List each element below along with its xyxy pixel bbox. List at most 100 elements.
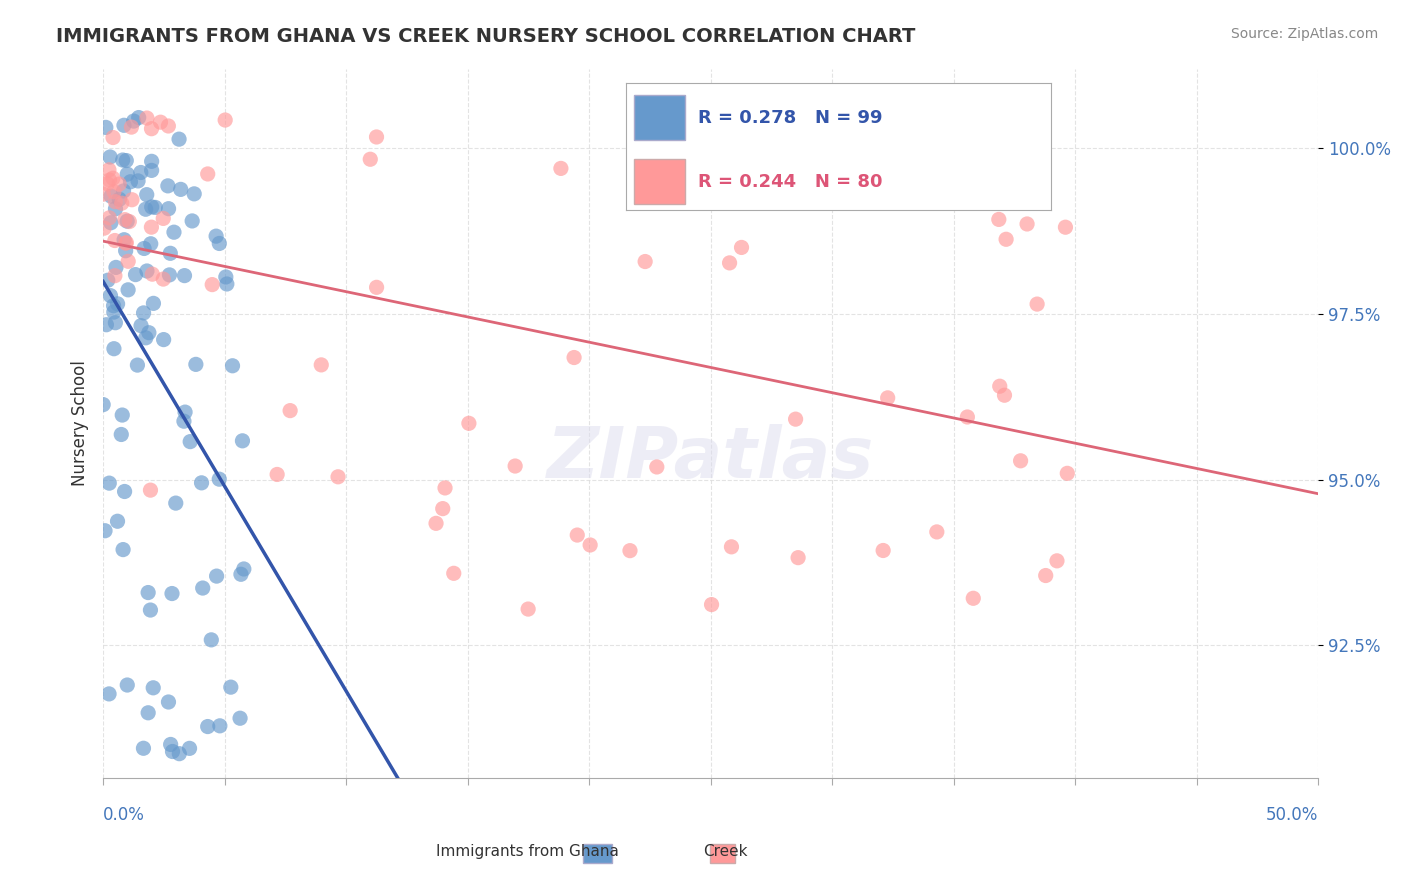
Immigrants from Ghana: [135, 202, 157, 217]
Immigrants from Ghana: [139, 603, 162, 617]
Immigrants from Ghana: [103, 342, 125, 356]
Creek: [987, 212, 1010, 227]
Immigrants from Ghana: [107, 514, 129, 528]
Immigrants from Ghana: [104, 202, 127, 216]
Immigrants from Ghana: [112, 542, 135, 557]
Immigrants from Ghana: [91, 398, 114, 412]
Immigrants from Ghana: [141, 200, 163, 214]
Immigrants from Ghana: [173, 414, 195, 428]
Immigrants from Ghana: [129, 165, 152, 179]
Immigrants from Ghana: [132, 306, 155, 320]
Immigrants from Ghana: [112, 184, 135, 198]
Immigrants from Ghana: [98, 150, 121, 164]
Creek: [108, 177, 131, 191]
Creek: [309, 358, 332, 372]
Immigrants from Ghana: [200, 632, 222, 647]
Creek: [214, 113, 236, 128]
Immigrants from Ghana: [208, 719, 231, 733]
Immigrants from Ghana: [162, 744, 184, 758]
Creek: [152, 272, 174, 286]
Creek: [1015, 217, 1038, 231]
Text: 50.0%: 50.0%: [1265, 806, 1319, 824]
Immigrants from Ghana: [114, 484, 136, 499]
Immigrants from Ghana: [157, 695, 180, 709]
Creek: [139, 483, 162, 497]
Creek: [432, 501, 454, 516]
Immigrants from Ghana: [229, 711, 252, 725]
Immigrants from Ghana: [97, 273, 120, 287]
Creek: [711, 176, 734, 190]
Immigrants from Ghana: [181, 214, 204, 228]
Creek: [97, 162, 120, 177]
Creek: [135, 111, 157, 125]
Immigrants from Ghana: [128, 111, 150, 125]
Immigrants from Ghana: [141, 154, 163, 169]
Immigrants from Ghana: [219, 680, 242, 694]
Immigrants from Ghana: [165, 496, 187, 510]
Creek: [197, 167, 219, 181]
Creek: [111, 196, 134, 211]
Creek: [98, 173, 121, 187]
Immigrants from Ghana: [100, 216, 122, 230]
Creek: [366, 280, 388, 294]
Immigrants from Ghana: [94, 524, 117, 538]
Creek: [366, 130, 388, 145]
Creek: [278, 403, 301, 417]
Immigrants from Ghana: [98, 476, 121, 491]
Immigrants from Ghana: [132, 741, 155, 756]
Creek: [96, 177, 118, 191]
Immigrants from Ghana: [205, 569, 228, 583]
Creek: [141, 267, 163, 281]
Immigrants from Ghana: [111, 408, 134, 422]
Creek: [1026, 297, 1049, 311]
Immigrants from Ghana: [117, 678, 139, 692]
Immigrants from Ghana: [108, 192, 131, 206]
Immigrants from Ghana: [159, 246, 181, 260]
Immigrants from Ghana: [215, 269, 238, 284]
Immigrants from Ghana: [152, 333, 174, 347]
Immigrants from Ghana: [156, 178, 179, 193]
Creek: [103, 185, 125, 199]
Immigrants from Ghana: [157, 202, 180, 216]
Creek: [981, 178, 1004, 192]
Immigrants from Ghana: [179, 741, 201, 756]
Creek: [579, 538, 602, 552]
Creek: [503, 458, 526, 473]
Creek: [91, 187, 114, 202]
Immigrants from Ghana: [136, 264, 159, 278]
Creek: [645, 459, 668, 474]
Creek: [152, 211, 174, 226]
Creek: [995, 232, 1018, 246]
Immigrants from Ghana: [183, 186, 205, 201]
Immigrants from Ghana: [184, 357, 207, 371]
Creek: [101, 171, 124, 186]
Creek: [117, 254, 139, 268]
Y-axis label: Nursery School: Nursery School: [72, 360, 89, 486]
Creek: [115, 235, 138, 250]
Creek: [425, 516, 447, 531]
Immigrants from Ghana: [173, 268, 195, 283]
Immigrants from Ghana: [124, 268, 146, 282]
Immigrants from Ghana: [103, 299, 125, 313]
Immigrants from Ghana: [142, 296, 165, 310]
Text: IMMIGRANTS FROM GHANA VS CREEK NURSERY SCHOOL CORRELATION CHART: IMMIGRANTS FROM GHANA VS CREEK NURSERY S…: [56, 27, 915, 45]
Creek: [1046, 554, 1069, 568]
Creek: [326, 470, 349, 484]
Immigrants from Ghana: [98, 687, 121, 701]
Creek: [876, 391, 898, 405]
Immigrants from Ghana: [94, 120, 117, 135]
Immigrants from Ghana: [139, 236, 162, 251]
Immigrants from Ghana: [229, 567, 252, 582]
Immigrants from Ghana: [136, 585, 159, 599]
Creek: [634, 254, 657, 268]
Creek: [619, 543, 641, 558]
Creek: [104, 194, 127, 209]
Immigrants from Ghana: [159, 738, 181, 752]
Text: Creek: Creek: [703, 845, 748, 859]
Immigrants from Ghana: [142, 681, 165, 695]
Creek: [962, 591, 984, 606]
Creek: [1056, 467, 1078, 481]
Immigrants from Ghana: [112, 233, 135, 247]
Immigrants from Ghana: [179, 434, 201, 449]
Creek: [925, 524, 948, 539]
